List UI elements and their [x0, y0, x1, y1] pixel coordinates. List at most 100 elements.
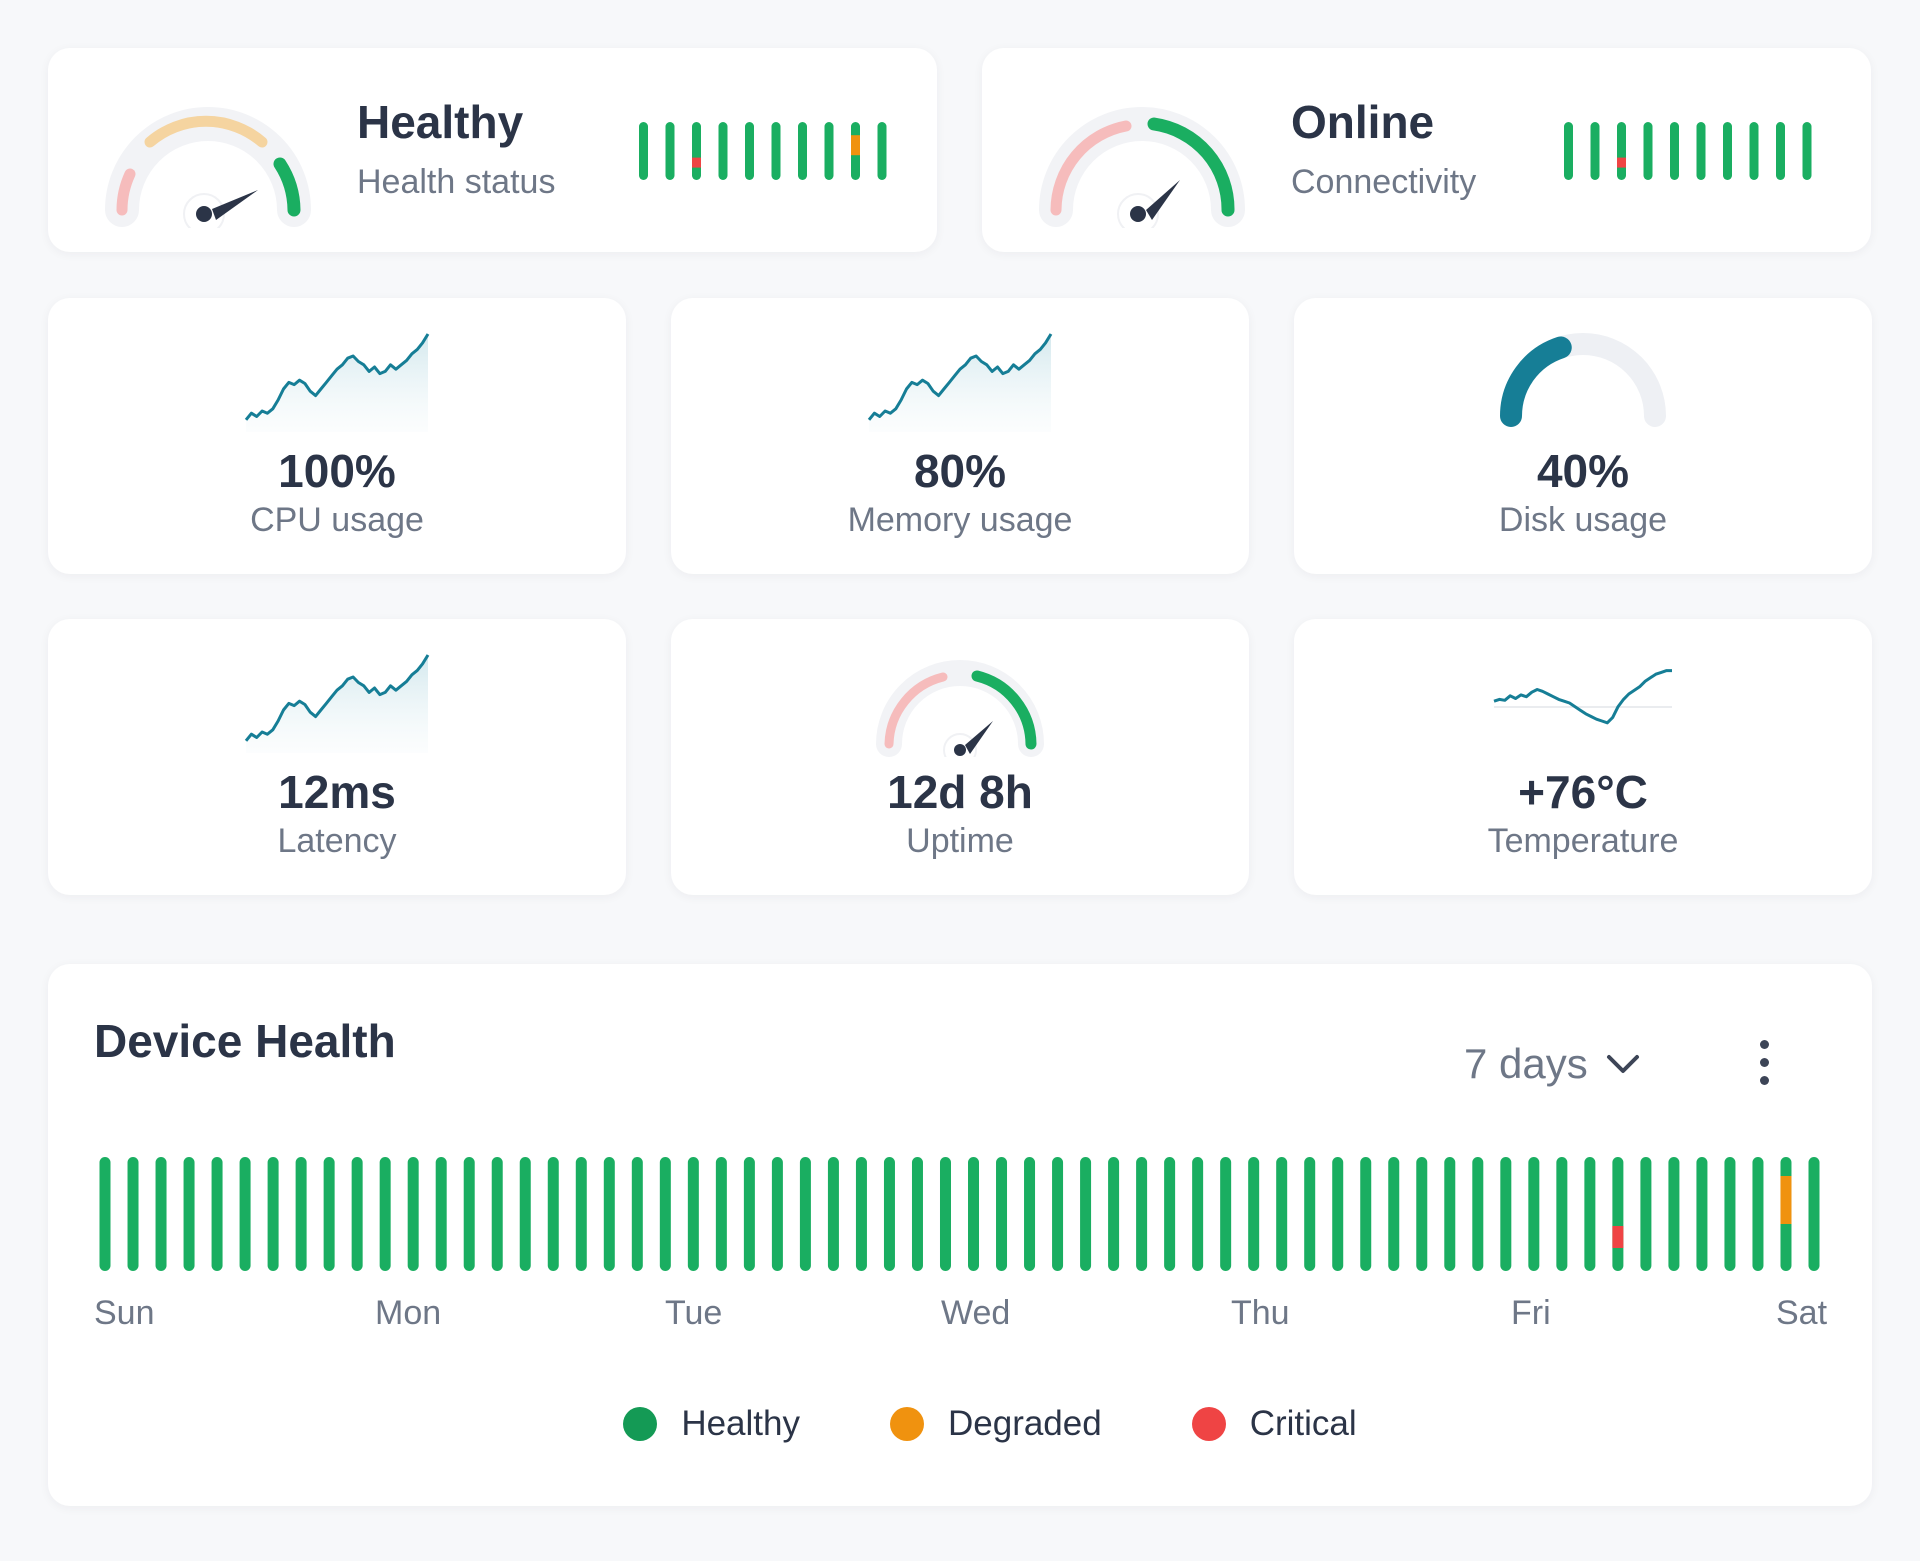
health-bar [491, 1157, 503, 1271]
day-label-thu: Thu [1231, 1294, 1290, 1332]
uptime-label: Uptime [906, 822, 1014, 860]
health-bar [1220, 1157, 1232, 1271]
health-bar [771, 1157, 783, 1271]
health-bar [687, 1157, 699, 1271]
health-bar [715, 1157, 727, 1271]
health-bar [155, 1157, 167, 1271]
cpu-usage-tile: 100% CPU usage [48, 298, 626, 574]
health-bar [996, 1157, 1008, 1271]
health-bar [407, 1157, 419, 1271]
health-bar [659, 1157, 671, 1271]
status-bar [692, 122, 701, 180]
health-status-subtitle: Health status [357, 163, 556, 201]
health-status-title: Healthy [357, 96, 524, 148]
health-bar [1752, 1157, 1764, 1271]
status-bar [718, 122, 728, 180]
disk-usage-gauge [1500, 333, 1666, 427]
temperature-value: +76°C [1518, 766, 1648, 818]
health-bar [1304, 1157, 1316, 1271]
health-bar [575, 1157, 587, 1271]
status-bar [1723, 122, 1732, 180]
day-label-wed: Wed [941, 1294, 1011, 1332]
degraded-segment [851, 135, 860, 156]
health-bar [463, 1157, 475, 1271]
health-bar [1808, 1157, 1820, 1271]
memory-usage-tile: 80% Memory usage [671, 298, 1249, 574]
health-bar [911, 1157, 923, 1271]
health-bar [183, 1157, 195, 1271]
health-history-bars [639, 122, 887, 180]
status-bar [745, 122, 754, 180]
latency-label: Latency [277, 822, 397, 860]
uptime-value: 12d 8h [887, 766, 1033, 818]
status-bar [877, 122, 887, 180]
health-bar [1724, 1157, 1736, 1271]
status-bar [639, 122, 648, 180]
health-bar [799, 1157, 811, 1271]
health-bar [1444, 1157, 1456, 1271]
latency-value: 12ms [278, 766, 396, 818]
critical-segment [1617, 157, 1626, 168]
health-bar [1388, 1157, 1400, 1271]
health-bar [519, 1157, 531, 1271]
day-label-tue: Tue [665, 1294, 723, 1332]
status-bar [1643, 122, 1653, 180]
legend-label-degraded: Degraded [947, 1404, 1102, 1443]
degraded-segment [1780, 1176, 1792, 1224]
health-bar [1696, 1157, 1708, 1271]
status-bar [1802, 122, 1812, 180]
time-range-dropdown[interactable]: 7 days [1464, 1036, 1640, 1092]
more-options-icon[interactable] [1746, 1034, 1782, 1090]
device-health-bars [99, 1157, 1820, 1271]
cpu-usage-label: CPU usage [250, 501, 424, 539]
legend: Healthy Degraded Critical [108, 1404, 1872, 1444]
temperature-sparkline [1493, 669, 1672, 725]
health-bar [1164, 1157, 1176, 1271]
day-label-fri: Fri [1511, 1294, 1551, 1332]
health-bar [1024, 1157, 1036, 1271]
health-bar [1640, 1157, 1652, 1271]
disk-usage-tile: 40% Disk usage [1294, 298, 1872, 574]
health-bar [1136, 1157, 1148, 1271]
cpu-sparkline [244, 333, 430, 432]
uptime-tile: 12d 8h Uptime [671, 619, 1249, 895]
critical-dot [1191, 1407, 1226, 1441]
time-range-value: 7 days [1464, 1040, 1588, 1087]
health-bar [1556, 1157, 1568, 1271]
disk-usage-label: Disk usage [1498, 501, 1668, 539]
connectivity-history-bars [1564, 122, 1812, 180]
health-bar [1612, 1157, 1624, 1271]
status-bar [1749, 122, 1759, 180]
cpu-usage-value: 100% [278, 445, 396, 497]
health-bar [1108, 1157, 1120, 1271]
health-bar [1052, 1157, 1064, 1271]
health-bar [1668, 1157, 1680, 1271]
health-bar [547, 1157, 559, 1271]
latency-sparkline [244, 654, 430, 753]
day-label-mon: Mon [375, 1294, 442, 1332]
temperature-label: Temperature [1487, 822, 1679, 860]
health-bar [968, 1157, 980, 1271]
health-bar [351, 1157, 363, 1271]
health-bar [267, 1157, 279, 1271]
health-gauge [105, 107, 311, 228]
health-bar [1080, 1157, 1092, 1271]
legend-item-critical: Critical [1191, 1404, 1357, 1444]
healthy-dot [623, 1407, 658, 1441]
memory-usage-label: Memory usage [847, 501, 1073, 539]
memory-usage-value: 80% [913, 445, 1007, 497]
critical-segment [692, 157, 701, 168]
sparkline-area [246, 655, 428, 753]
day-label-sun: Sun [94, 1294, 155, 1332]
connectivity-gauge [1039, 107, 1245, 228]
health-bar [1472, 1157, 1484, 1271]
device-health-card: Device Health 7 days Sun Mon Tue Wed Thu Fri S… [48, 964, 1872, 1506]
health-bar [1416, 1157, 1428, 1271]
status-bar [1696, 122, 1706, 180]
health-bar [99, 1157, 111, 1271]
legend-item-healthy: Healthy [623, 1404, 800, 1444]
health-bar [1500, 1157, 1512, 1271]
temperature-tile: +76°C Temperature [1294, 619, 1872, 895]
health-bar [1192, 1157, 1204, 1271]
health-bar [1248, 1157, 1260, 1271]
